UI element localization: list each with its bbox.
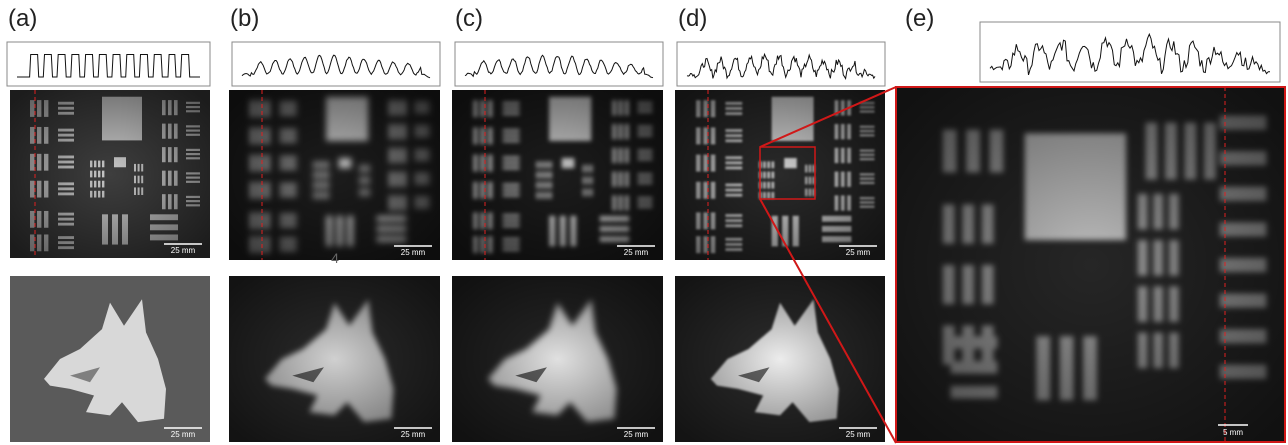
vignette	[229, 276, 440, 442]
target-image: 25 mm	[229, 90, 440, 260]
target-image: 25 mm	[452, 90, 663, 260]
wolf-image: 25 mm	[229, 276, 440, 442]
scale-bar-label: 25 mm	[846, 430, 871, 439]
scale-bar-label: 5 mm	[1223, 428, 1243, 437]
vignette	[10, 90, 210, 258]
vignette	[229, 90, 440, 260]
panel-label: (e)	[905, 5, 934, 32]
target-image: 25 mm	[10, 90, 210, 258]
zoom-image: 5 mm	[896, 87, 1286, 443]
stray-text: 4	[331, 250, 339, 266]
wolf-image: 25 mm	[675, 276, 885, 442]
scale-bar-label: 25 mm	[624, 430, 649, 439]
panel-label: (c)	[455, 5, 483, 32]
vignette	[452, 90, 663, 260]
scale-bar-label: 25 mm	[171, 246, 196, 255]
scale-bar-label: 25 mm	[401, 248, 426, 257]
panel-label: (d)	[678, 5, 707, 32]
figure: (a) (b) (c) (d) (e) 25 mm 25 mm 25 mm 25 mm…	[0, 0, 1288, 445]
wolf-image: 25 mm	[10, 276, 210, 442]
profile-box	[7, 42, 210, 86]
vignette	[896, 87, 1286, 443]
vignette	[675, 276, 885, 442]
profile-box	[980, 22, 1280, 82]
scale-bar-label: 25 mm	[846, 248, 871, 257]
wolf-image: 25 mm	[452, 276, 663, 442]
panel-label: (a)	[8, 5, 37, 32]
scale-bar-label: 25 mm	[624, 248, 649, 257]
scale-bar-label: 25 mm	[171, 430, 196, 439]
scale-bar-label: 25 mm	[401, 430, 426, 439]
panel-label: (b)	[230, 5, 259, 32]
vignette	[452, 276, 663, 442]
